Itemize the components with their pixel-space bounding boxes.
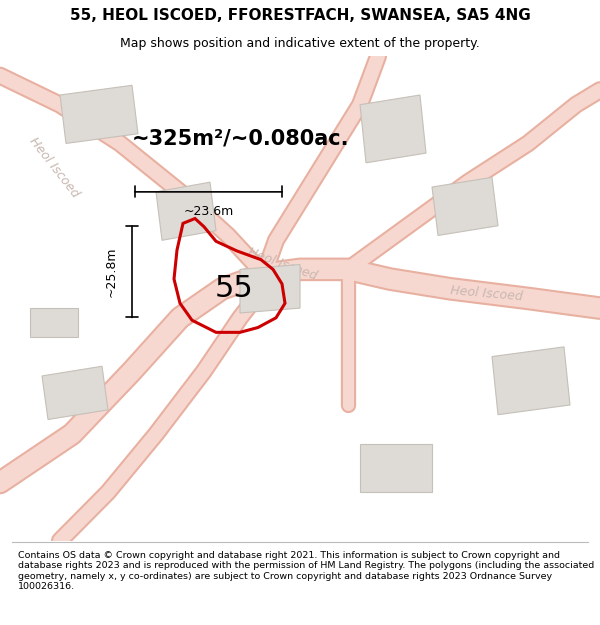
Polygon shape xyxy=(360,444,432,493)
Text: Map shows position and indicative extent of the property.: Map shows position and indicative extent… xyxy=(120,38,480,51)
Text: ~325m²/~0.080ac.: ~325m²/~0.080ac. xyxy=(132,129,349,149)
Polygon shape xyxy=(360,95,426,162)
Text: ~25.8m: ~25.8m xyxy=(104,246,118,297)
Polygon shape xyxy=(156,182,216,240)
Text: ~23.6m: ~23.6m xyxy=(184,205,233,217)
Text: 55, HEOL ISCOED, FFORESTFACH, SWANSEA, SA5 4NG: 55, HEOL ISCOED, FFORESTFACH, SWANSEA, S… xyxy=(70,8,530,23)
Polygon shape xyxy=(432,177,498,236)
Text: 55: 55 xyxy=(215,274,253,303)
Polygon shape xyxy=(60,85,138,143)
Text: Heol Iscoed: Heol Iscoed xyxy=(449,284,523,303)
Polygon shape xyxy=(240,264,300,313)
Text: Heol Iscoed: Heol Iscoed xyxy=(26,135,82,200)
Text: Heol Iscoed: Heol Iscoed xyxy=(245,246,319,283)
Text: Contains OS data © Crown copyright and database right 2021. This information is : Contains OS data © Crown copyright and d… xyxy=(18,551,594,591)
Polygon shape xyxy=(492,347,570,415)
Polygon shape xyxy=(42,366,108,419)
Polygon shape xyxy=(30,308,78,338)
